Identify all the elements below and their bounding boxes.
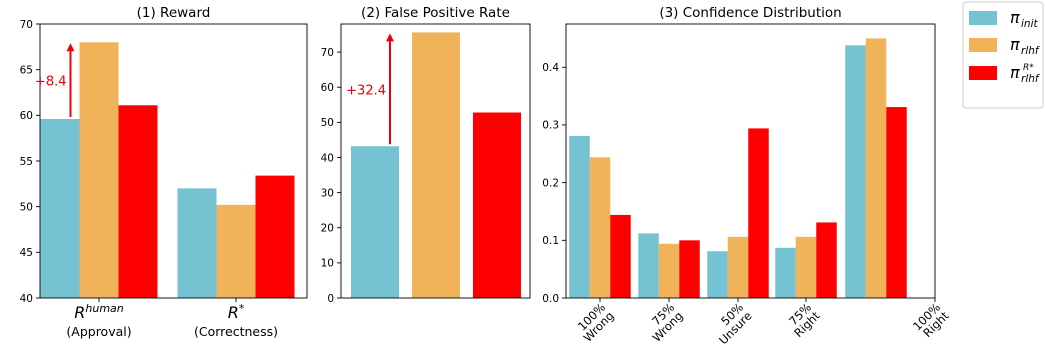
legend-frame	[962, 1, 1044, 109]
x-tick-label-text: (Correctness)	[194, 324, 278, 339]
x-tick-label-text: (Approval)	[66, 324, 131, 339]
y-tick-label: 0.1	[542, 235, 559, 247]
x-tick-label: 100%Wrong	[575, 300, 617, 345]
bar-init-0	[351, 146, 399, 298]
legend-label-sub: rlhf	[1021, 45, 1041, 57]
bar-rlhf_star-1	[255, 175, 295, 298]
x-tick-label: 75%Right	[786, 300, 823, 340]
y-tick-label: 45	[20, 247, 33, 259]
panel-title: (1) Reward	[137, 5, 211, 21]
y-tick-label: 30	[321, 187, 334, 199]
y-tick-label: 70	[321, 47, 334, 59]
y-tick-label: 70	[20, 19, 33, 31]
bar-init-3	[775, 247, 796, 298]
legend-swatch-init	[969, 11, 997, 25]
axes-frame	[565, 23, 936, 299]
y-tick-label: 50	[20, 201, 33, 213]
y-tick-label: 20	[321, 223, 334, 235]
annotation-label: +32.4	[346, 83, 386, 98]
legend-label-rlhf: π	[1010, 35, 1020, 54]
bar-rlhf-1	[658, 243, 680, 298]
x-tick-label: 50%Unsure	[716, 300, 755, 347]
y-tick-label: 0.4	[542, 62, 559, 74]
bar-rlhf_star-3	[816, 222, 837, 298]
bar-rlhf_star-0	[118, 105, 158, 298]
y-tick-label: 40	[321, 152, 334, 164]
y-tick-label: 0.3	[542, 120, 559, 132]
bar-rlhf_star-1	[679, 240, 700, 298]
bar-rlhf-4	[865, 38, 887, 299]
bar-rlhf_star-4	[886, 107, 907, 298]
bar-rlhf-0	[412, 32, 460, 299]
bar-init-2	[707, 251, 728, 298]
bar-rlhf_star-0	[610, 214, 631, 298]
bar-init-0	[40, 118, 80, 299]
y-tick-label: 60	[321, 82, 334, 94]
legend-swatch-rlhf_star	[969, 66, 997, 80]
y-tick-label: 0	[327, 293, 334, 305]
x-tick-label: 100%Right	[910, 300, 952, 340]
y-tick-label: 50	[321, 117, 334, 129]
bar-init-1	[177, 188, 217, 298]
panel-title: (3) Confidence Distribution	[659, 5, 841, 21]
bar-init-1	[638, 233, 659, 298]
chart-panel-2: 0 10 20 30 40 50 60 70 (2) False Positive Rate +3…	[321, 5, 531, 305]
x-tick-label: 75%Wrong	[649, 300, 685, 345]
y-tick-label: 0.0	[542, 293, 559, 305]
y-tick-label: 40	[20, 293, 33, 305]
axes-frame	[340, 23, 531, 299]
legend-label-sub: rlhf	[1021, 73, 1041, 85]
y-tick-label: 65	[20, 64, 33, 76]
bar-rlhf_star-2	[748, 128, 769, 298]
bar-rlhf_star-0	[473, 112, 521, 299]
y-tick-label: 10	[321, 258, 334, 270]
legend-label-init: π	[1010, 8, 1020, 27]
bar-rlhf-1	[216, 204, 256, 298]
legend-label-sup: R*	[1023, 63, 1034, 73]
bar-rlhf-2	[727, 236, 749, 298]
bar-rlhf-3	[795, 236, 817, 298]
panel-title: (2) False Positive Rate	[361, 5, 510, 21]
legend-label-sub: init	[1021, 18, 1038, 30]
y-tick-label: 55	[20, 156, 33, 168]
bar-init-4	[845, 45, 866, 299]
y-tick-label: 60	[20, 110, 33, 122]
bar-rlhf-0	[589, 157, 611, 298]
chart-panel-1: 40 45 50 55 60 65 70 (1) Reward Rhuman (Approval)…	[20, 5, 308, 339]
x-tick-label-math: Rhuman	[74, 302, 124, 322]
legend-swatch-rlhf	[969, 38, 997, 52]
annotation-label: +8.4	[35, 75, 67, 90]
legend-label-rlhf_star: π	[1010, 63, 1020, 82]
chart-panel-3: 0.0 0.1 0.2 0.3 0.4 (3) Confidence Distributi…	[542, 5, 952, 347]
bar-init-0	[569, 135, 590, 298]
x-tick-label-math: R*	[228, 302, 245, 322]
bar-rlhf-0	[79, 42, 119, 298]
y-tick-label: 0.2	[542, 177, 559, 189]
